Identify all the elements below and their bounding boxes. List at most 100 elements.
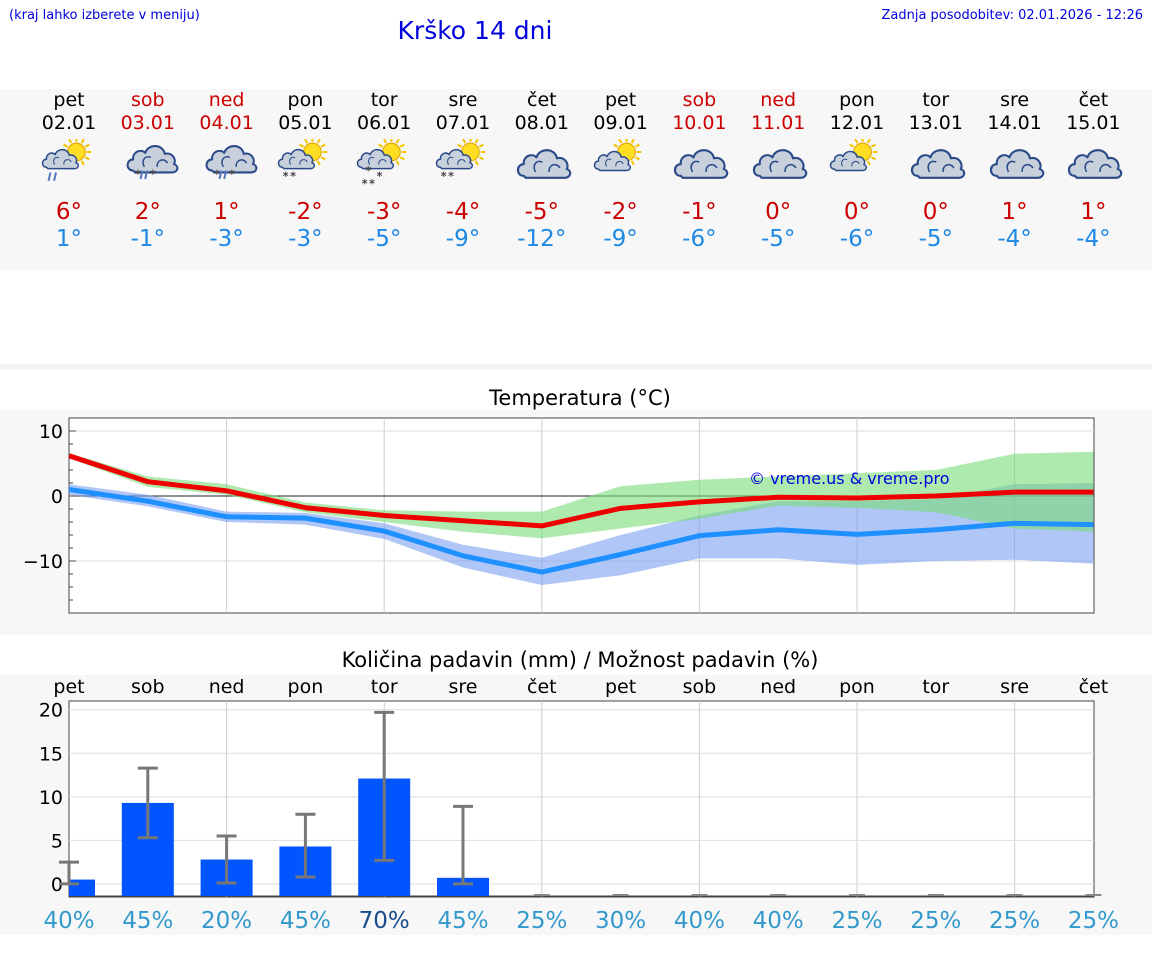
sun-cloud-snow-icon: * * (278, 139, 328, 183)
precip-day-label: sre (1000, 676, 1029, 698)
day-forecast: sre 14.01 1° -4° (975, 89, 1055, 259)
max-temperature: 1° (213, 199, 240, 225)
region-menu-hint[interactable]: (kraj lahko izberete v meniju) (9, 8, 200, 23)
precip-day-label: sob (131, 676, 165, 698)
min-temperature: 1° (55, 226, 83, 252)
day-name: čet (527, 89, 557, 111)
precip-day-label: tor (371, 676, 398, 698)
min-temperature: -9° (445, 226, 481, 252)
day-name: ned (760, 89, 797, 111)
day-date: 14.01 (987, 112, 1042, 134)
temperature-chart: 10 0 −10 © vreme.us & vreme.pro (23, 417, 1095, 614)
precip-probability: 25% (516, 908, 567, 934)
y-tick-label: 5 (51, 830, 63, 852)
max-temperature: 2° (134, 199, 161, 225)
day-forecast: čet 08.01 -5° -12° (502, 89, 582, 259)
y-tick-label: 15 (39, 743, 63, 765)
day-date: 13.01 (908, 112, 963, 134)
precip-day-label: pon (288, 676, 324, 698)
day-name: pet (53, 89, 85, 111)
precip-day-label: ned (760, 676, 796, 698)
day-name: sob (682, 89, 717, 111)
cloudy-icon (989, 149, 1044, 179)
day-date: 15.01 (1066, 112, 1121, 134)
y-tick-label: 10 (39, 787, 63, 809)
precip-probability: 40% (674, 908, 725, 934)
precip-bar (69, 879, 95, 896)
day-name: tor (922, 89, 950, 111)
svg-text:*: * (441, 170, 447, 183)
max-temperature: 6° (55, 199, 83, 225)
day-name: sre (1000, 89, 1030, 111)
cloudy-icon (674, 149, 729, 179)
cloudy-icon (1068, 149, 1123, 179)
min-temperature: -4° (1076, 226, 1111, 252)
min-temperature: -1° (130, 226, 166, 252)
y-tick-label: 20 (39, 700, 63, 722)
svg-text:*: * (362, 177, 368, 190)
min-temperature: -12° (517, 226, 567, 252)
day-date: 09.01 (593, 112, 648, 134)
sun-cloud-rain-icon (41, 139, 92, 182)
max-temperature: -2° (288, 199, 323, 225)
day-name: pon (839, 89, 875, 111)
precip-probability: 45% (122, 908, 173, 934)
last-update: Zadnja posodobitev: 02.01.2026 - 12:26 (881, 8, 1143, 23)
day-forecast: tor 06.01 * * * * -3° -5° (344, 89, 424, 259)
max-temperature: -5° (524, 199, 560, 225)
cloud-sleet-icon: * * (205, 145, 257, 181)
precip-probability: 30% (595, 908, 646, 934)
precip-day-label: čet (527, 676, 557, 698)
max-temperature: 0° (843, 199, 871, 225)
svg-text:*: * (448, 170, 454, 183)
min-temperature: -5° (366, 226, 402, 252)
svg-text:*: * (150, 168, 156, 181)
max-temperature: -4° (445, 199, 481, 225)
day-forecast: sre 07.01 * * -4° -9° (423, 89, 503, 259)
sun-cloud-heavy-snow-icon: * *** (356, 139, 407, 190)
precip-day-label: tor (922, 676, 949, 698)
sun-cloud-snow-icon: * * (435, 139, 486, 183)
precip-day-label: sob (683, 676, 717, 698)
precipitation-chart: pet sob ned pon tor sre čet pet sob ned pon tor sre č… (39, 676, 1119, 934)
day-date: 12.01 (829, 112, 885, 134)
precip-day-label: pet (605, 676, 636, 698)
svg-text:*: * (135, 168, 141, 181)
day-date: 07.01 (435, 112, 491, 134)
max-temperature: -1° (682, 199, 717, 225)
precip-day-label: sre (449, 676, 478, 698)
min-temperature: -4° (997, 226, 1032, 252)
min-temperature: -9° (603, 226, 638, 252)
svg-text:*: * (369, 177, 375, 190)
day-name: pon (287, 89, 324, 111)
min-temperature: -5° (760, 226, 796, 252)
tmin-line (68, 487, 1094, 575)
forecast-strip (0, 89, 1152, 270)
precip-day-label: pet (53, 676, 84, 698)
y-tick-label: 0 (51, 486, 63, 508)
precip-probability: 25% (1068, 908, 1119, 934)
day-forecast: pon 12.01 0° -6° (817, 89, 897, 259)
precip-probability: 40% (753, 908, 804, 934)
tmax-line (68, 453, 1094, 529)
precip-day-label: ned (209, 676, 245, 698)
day-date: 10.01 (672, 112, 727, 134)
day-forecast: pet 02.01 6° 1° (29, 89, 109, 259)
y-tick-label: 0 (51, 874, 63, 896)
max-temperature: 0° (765, 199, 792, 225)
divider (0, 364, 1152, 370)
day-forecast: tor 13.01 0° -5° (896, 89, 976, 259)
watermark: © vreme.us & vreme.pro (749, 469, 950, 488)
precip-probability: 45% (280, 908, 331, 934)
day-forecast: ned 04.01 * * 1° -3° (187, 89, 267, 259)
svg-text:*: * (366, 164, 372, 177)
precip-probability: 25% (989, 908, 1040, 934)
day-forecast: pon 05.01 * * -2° -3° (265, 89, 345, 259)
day-date: 05.01 (278, 112, 333, 134)
cloud-sleet-icon: * * (126, 145, 179, 181)
day-date: 02.01 (41, 112, 97, 134)
precip-bar (437, 877, 489, 896)
y-tick-label: −10 (23, 551, 63, 573)
svg-text:*: * (228, 168, 234, 181)
partly-cloudy-icon (593, 139, 642, 172)
